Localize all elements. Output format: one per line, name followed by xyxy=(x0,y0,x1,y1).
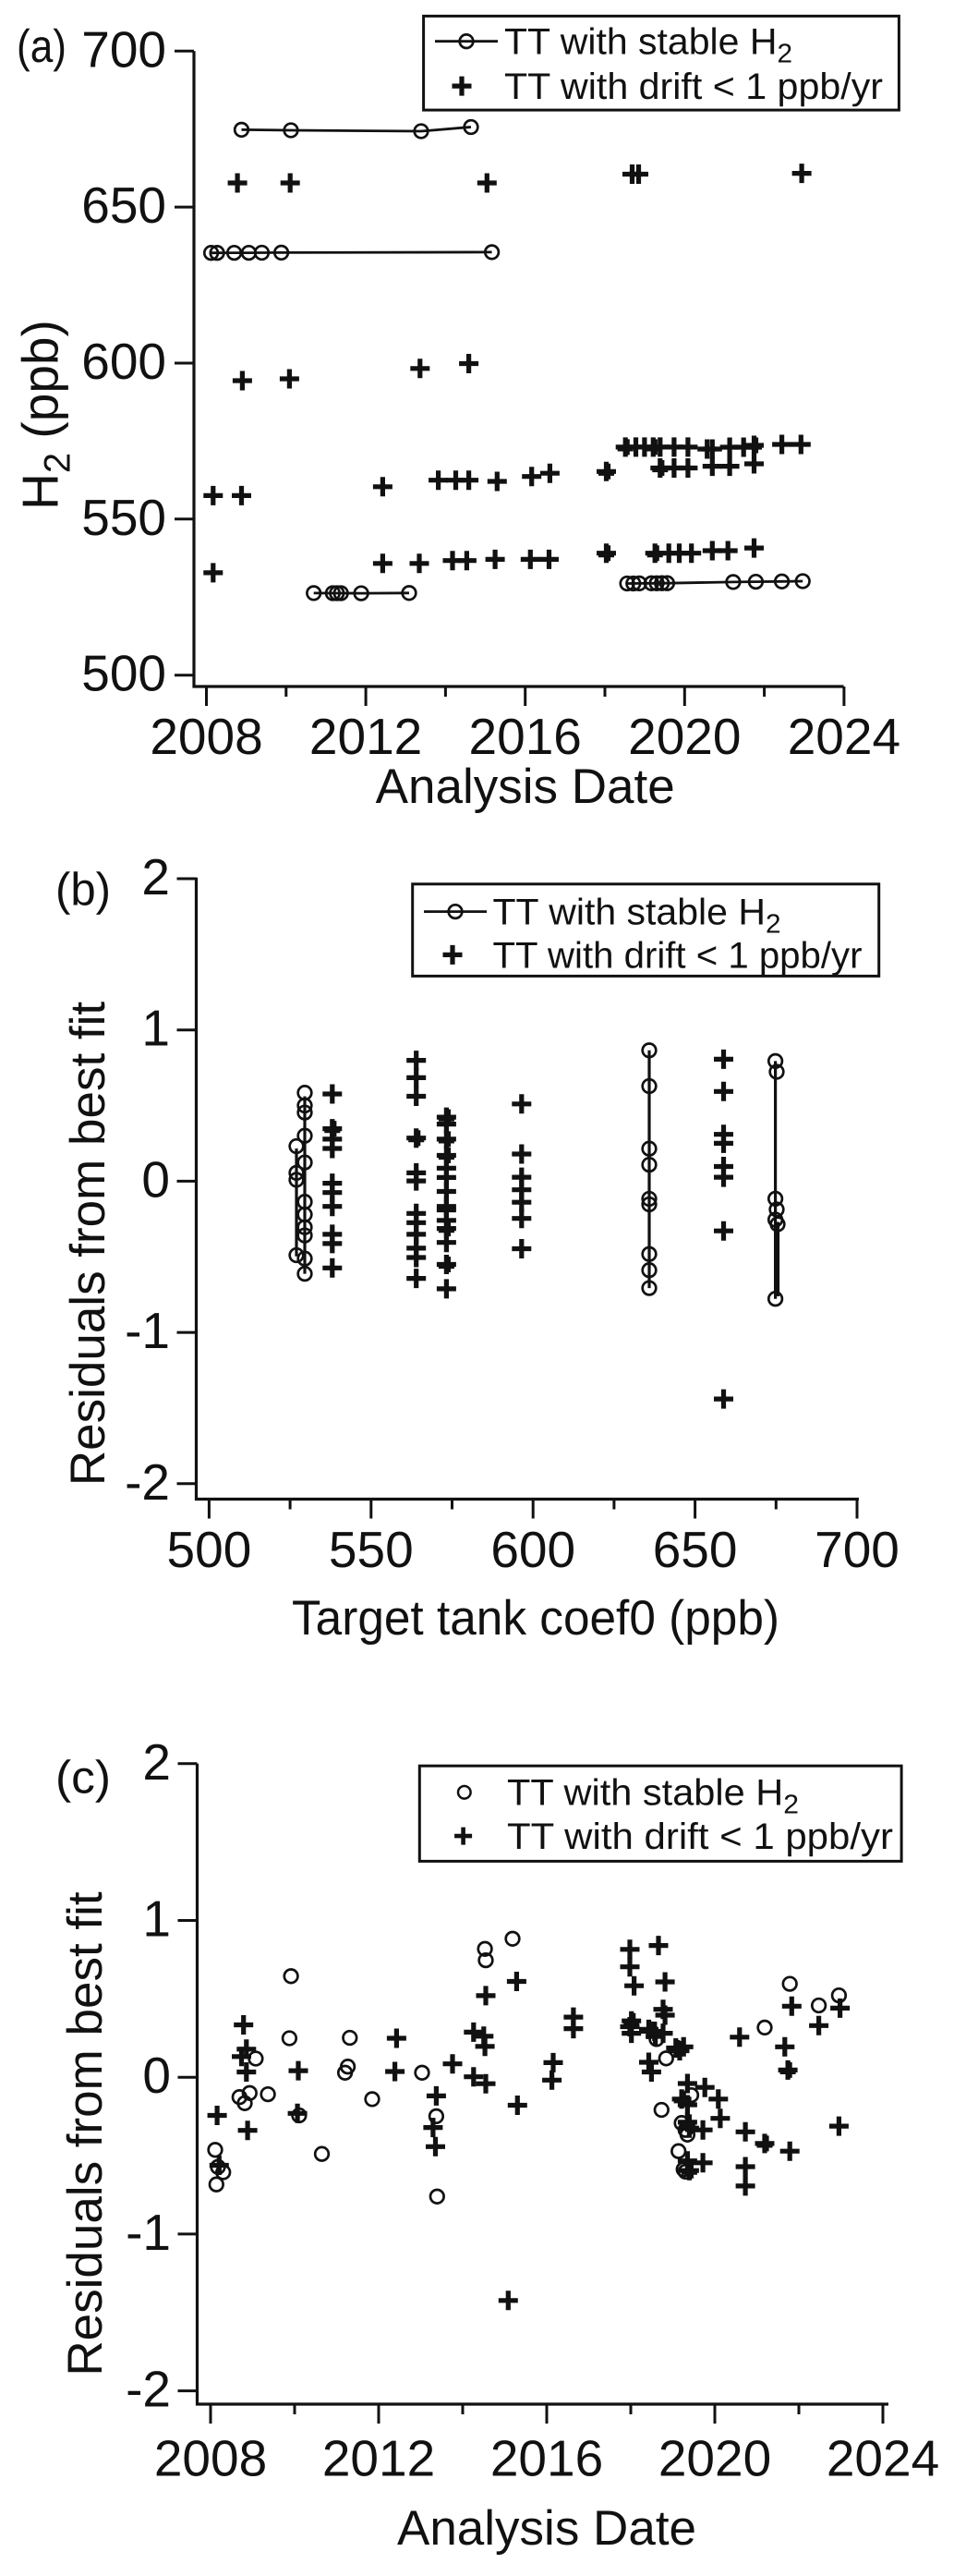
svg-text:-2: -2 xyxy=(125,1453,170,1511)
svg-text:(a): (a) xyxy=(17,20,66,72)
svg-text:550: 550 xyxy=(81,489,166,546)
svg-text:700: 700 xyxy=(81,20,166,78)
svg-text:(b): (b) xyxy=(55,864,111,916)
svg-text:2024: 2024 xyxy=(827,2430,939,2487)
svg-text:Residuals from best fit: Residuals from best fit xyxy=(61,1002,115,1487)
svg-text:TT with stable H2: TT with stable H2 xyxy=(507,1773,799,1820)
svg-text:2012: 2012 xyxy=(309,708,422,765)
svg-text:2020: 2020 xyxy=(658,2430,771,2487)
svg-text:2016: 2016 xyxy=(469,708,582,765)
svg-text:Target tank coef0 (ppb): Target tank coef0 (ppb) xyxy=(292,1591,779,1646)
svg-text:550: 550 xyxy=(329,1521,414,1578)
svg-text:650: 650 xyxy=(653,1521,738,1578)
svg-text:-2: -2 xyxy=(126,2361,171,2418)
svg-text:2020: 2020 xyxy=(628,708,741,765)
svg-text:2012: 2012 xyxy=(322,2430,435,2487)
svg-text:600: 600 xyxy=(81,333,166,390)
svg-text:TT with stable H2: TT with stable H2 xyxy=(493,892,781,939)
svg-text:2: 2 xyxy=(141,848,170,905)
svg-text:TT with drift < 1 ppb/yr: TT with drift < 1 ppb/yr xyxy=(507,1817,893,1857)
svg-text:Analysis Date: Analysis Date xyxy=(397,2501,696,2556)
svg-text:(c): (c) xyxy=(55,1752,111,1804)
svg-text:500: 500 xyxy=(81,645,166,702)
svg-text:2: 2 xyxy=(142,1733,171,1791)
svg-text:500: 500 xyxy=(167,1521,252,1578)
svg-text:2024: 2024 xyxy=(788,708,900,765)
svg-text:H2 (ppb): H2 (ppb) xyxy=(12,320,78,510)
svg-text:2008: 2008 xyxy=(150,708,262,765)
svg-text:TT with drift < 1 ppb/yr: TT with drift < 1 ppb/yr xyxy=(504,67,883,107)
svg-text:-1: -1 xyxy=(125,1302,170,1359)
svg-text:2016: 2016 xyxy=(490,2430,603,2487)
svg-text:650: 650 xyxy=(81,176,166,234)
svg-text:2008: 2008 xyxy=(154,2430,267,2487)
svg-text:TT with drift < 1 ppb/yr: TT with drift < 1 ppb/yr xyxy=(493,935,863,976)
svg-text:-1: -1 xyxy=(126,2204,171,2261)
svg-text:Residuals from best fit: Residuals from best fit xyxy=(58,1891,113,2376)
svg-text:1: 1 xyxy=(142,1890,171,1948)
svg-text:TT with stable H2: TT with stable H2 xyxy=(504,22,792,69)
svg-text:700: 700 xyxy=(815,1521,900,1578)
svg-text:Analysis Date: Analysis Date xyxy=(376,759,675,814)
svg-text:1: 1 xyxy=(141,1000,170,1057)
svg-text:0: 0 xyxy=(141,1150,170,1208)
svg-text:600: 600 xyxy=(490,1521,575,1578)
svg-text:0: 0 xyxy=(142,2047,171,2104)
